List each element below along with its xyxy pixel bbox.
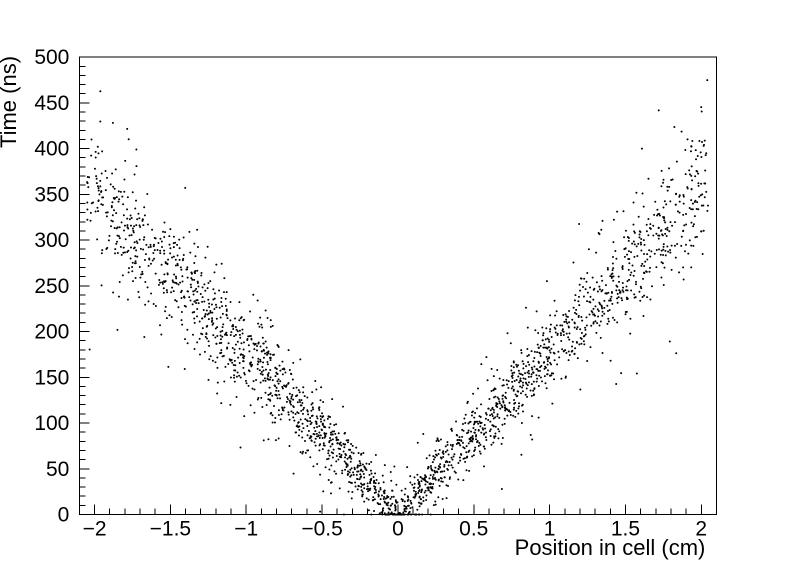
- svg-text:−1.5: −1.5: [150, 517, 191, 540]
- svg-text:200: 200: [34, 321, 69, 344]
- svg-text:−0.5: −0.5: [301, 517, 342, 540]
- svg-text:Time (ns): Time (ns): [0, 56, 21, 148]
- svg-text:50: 50: [46, 458, 69, 481]
- svg-text:150: 150: [34, 366, 69, 389]
- svg-text:400: 400: [34, 138, 69, 161]
- svg-text:0: 0: [392, 517, 404, 540]
- svg-text:350: 350: [34, 183, 69, 206]
- svg-text:Position in cell (cm): Position in cell (cm): [515, 535, 706, 560]
- svg-text:100: 100: [34, 412, 69, 435]
- svg-text:300: 300: [34, 229, 69, 252]
- svg-text:450: 450: [34, 92, 69, 115]
- svg-text:0: 0: [58, 503, 70, 526]
- svg-text:−1: −1: [234, 517, 258, 540]
- svg-text:0.5: 0.5: [459, 517, 488, 540]
- svg-text:−2: −2: [83, 517, 107, 540]
- svg-text:250: 250: [34, 275, 69, 298]
- svg-text:500: 500: [34, 46, 69, 69]
